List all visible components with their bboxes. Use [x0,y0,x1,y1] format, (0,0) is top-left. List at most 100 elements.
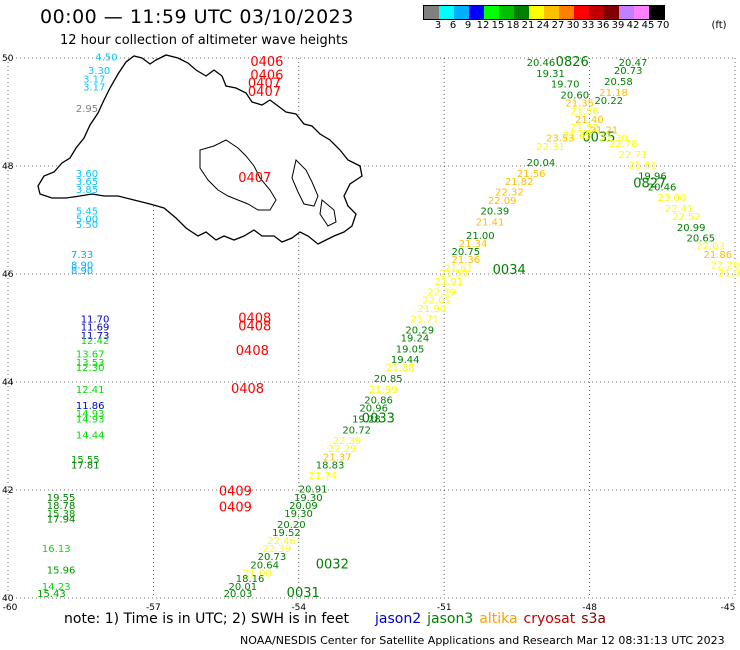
wave-height-value: 20.75 [451,247,480,258]
pass-time-label: 0407 [248,85,281,100]
pass-time-label: 0409 [219,484,252,499]
pass-time-label: 0826 [556,55,589,70]
wave-height-value: 22.52 [672,212,701,223]
wave-height-value: 22.39 [262,544,291,555]
wave-height-value: 7.33 [71,250,93,261]
legend-swatch [469,6,484,19]
wave-height-value: 14.44 [76,431,105,442]
wave-height-value: 12.42 [81,336,110,347]
wave-height-value: 14.93 [76,415,105,426]
pass-time-label: 0408 [236,344,269,359]
wave-height-value: 19.24 [401,334,430,345]
wave-height-value: 8.90 [71,261,93,272]
longitude-label: -51 [437,603,452,613]
wave-height-value: 12.30 [76,363,105,374]
legend-tick-label: 6 [449,20,457,31]
wave-height-value: 21.00 [243,568,272,579]
legend-swatch [484,6,499,19]
legend-unit: (ft) [711,20,727,31]
wave-height-value: 22.39 [427,288,456,299]
legend-swatch [529,6,544,19]
wave-height-value: 21.61 [444,263,473,274]
wave-height-value: 23.53 [546,134,575,145]
wave-height-value: 17.81 [71,460,100,471]
legend-tick-label: 3 [434,20,442,31]
wave-height-value: 21.37 [323,452,352,463]
wave-height-value: 21.34 [459,239,488,250]
latitude-label: 44 [2,378,14,388]
pass-time-label: 0827 [633,177,666,192]
wave-height-value: 22.09 [488,196,517,207]
wave-height-value: 14.93 [76,409,105,420]
wave-height-value: 21.36 [451,255,480,266]
wave-height-value: 21.71 [410,315,439,326]
wave-height-value: 21.21 [590,126,619,137]
newfoundland-coastline [37,54,363,245]
wave-height-value: 17.94 [47,514,76,525]
latitude-label: 40 [2,594,14,604]
legend-swatch [574,6,589,19]
wave-height-value: 19.30 [284,509,313,520]
wave-height-value: 20.60 [561,91,590,102]
inner-bay-outline [199,139,277,211]
note-line: note: 1) Time is in UTC; 2) SWH is in fe… [64,611,606,627]
wave-height-value: 3.30 [88,66,110,77]
wave-height-value: 3.17 [83,82,105,93]
pass-time-label: 0409 [219,501,252,516]
wave-height-value: 18.78 [47,501,76,512]
legend-jason3: jason3 [427,611,474,627]
pass-time-label: 0408 [238,320,271,335]
wave-height-value: 20.86 [364,396,393,407]
wave-height-value: 12.41 [76,385,105,396]
wave-height-value: 21.86 [703,250,732,261]
wave-height-value: 8.90 [71,266,93,277]
legend-tick-label: 15 [491,20,505,31]
latitude-label: 50 [2,54,14,64]
legend-tick-label: 42 [626,20,640,31]
wave-height-value: 15.96 [47,566,76,577]
wave-height-value: 20.58 [604,77,633,88]
wave-height-value: 19.31 [536,69,565,80]
wave-height-value: 22.30 [599,134,628,145]
longitude-label: -48 [582,603,597,613]
wave-height-value: 20.65 [687,234,716,245]
wave-height-value: 22.46 [267,536,296,547]
wave-height-value: 20.96 [359,404,388,415]
wave-height-value: 21.56 [570,107,599,118]
wave-height-value: 19.96 [638,172,667,183]
wave-height-value: 15.38 [47,509,76,520]
wave-height-value: 11.69 [81,323,110,334]
wave-height-value: 21.59 [439,269,468,280]
wave-height-value: 13.67 [76,350,105,361]
wave-height-value: 20.22 [594,96,623,107]
wave-height-value: 21.40 [575,115,604,126]
wave-height-value: 20.03 [224,589,253,600]
legend-altika: altika [479,611,518,627]
legend-tick-label: 45 [641,20,655,31]
wave-height-value: 21.52 [570,123,599,134]
color-legend-bar [423,5,665,20]
pass-time-label: 0407 [248,77,281,92]
wave-height-value: 14.23 [42,582,71,593]
wave-height-value: 22.29 [328,444,357,455]
legend-tick-label: 39 [611,20,625,31]
wave-height-value: 21.18 [599,88,628,99]
page-title: 00:00 — 11:59 UTC 03/10/2023 [40,6,354,28]
longitude-label: -54 [291,603,306,613]
legend-s3a: s3a [581,611,606,627]
legend-tick-label: 12 [476,20,490,31]
latitude-label: 46 [2,270,14,280]
trinity-bay-outline [291,159,319,207]
wave-height-value: 22.31 [536,142,565,153]
legend-tick-label: 36 [596,20,610,31]
wave-height-value: 20.99 [677,223,706,234]
wave-height-value: 18.83 [316,460,345,471]
wave-height-value: 15.55 [71,455,100,466]
axis-labels: 50 48 46 44 42 40-60 -57 -54 -51 -48 -45 [2,54,735,613]
wave-height-value: 20.04 [527,158,556,169]
wave-height-value: 15.43 [37,589,66,600]
longitude-label: -57 [146,603,161,613]
legend-cryosat: cryosat [523,611,576,627]
wave-height-value: 18.16 [236,574,265,585]
